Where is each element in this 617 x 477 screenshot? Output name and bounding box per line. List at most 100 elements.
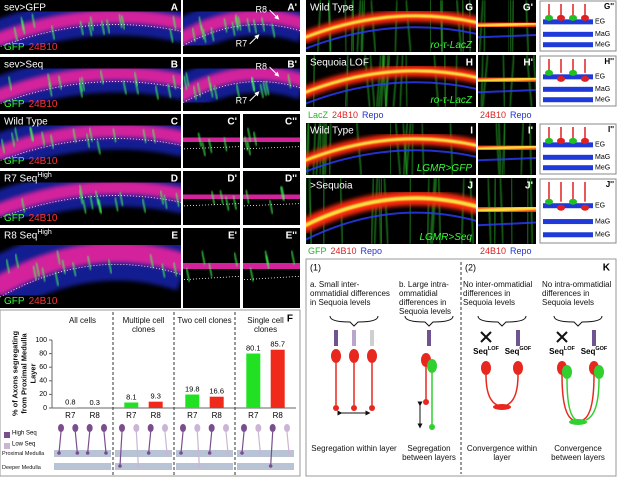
terminal: [369, 405, 375, 411]
panel-label: D': [227, 174, 237, 185]
micrograph: [306, 178, 476, 244]
genotype-sup: LOF: [564, 346, 576, 352]
legend-item: LGMR>GFP: [417, 163, 473, 174]
stain-caption: LacZ 24B10 Repo: [308, 110, 384, 120]
green-axon: [142, 128, 147, 144]
bar: [185, 394, 200, 408]
genotype: SeqLOF: [549, 346, 575, 356]
green-axon: [159, 190, 165, 205]
green-axon: [197, 132, 203, 147]
green-axon: [172, 262, 178, 277]
green-axon: [271, 23, 276, 38]
micrograph: [306, 123, 476, 175]
green-axon: [234, 14, 240, 29]
terminal: [240, 451, 244, 455]
green-axon: [96, 140, 101, 155]
green-axon: [72, 128, 77, 143]
magenta-stain: [183, 254, 240, 278]
glia-layer: [543, 74, 593, 80]
cell-body: [331, 349, 341, 363]
terminal: [268, 464, 273, 468]
annotation-arrow: [269, 9, 280, 20]
annotation: R7: [236, 38, 248, 48]
green-axon: [383, 178, 389, 244]
k-caption: Segregation within layer: [311, 444, 397, 453]
cell-body: [562, 365, 572, 379]
seq-level: [334, 330, 338, 346]
series-label: R7: [187, 411, 198, 420]
micrograph: [478, 178, 536, 244]
green-axon: [120, 15, 126, 30]
bar: [209, 396, 224, 408]
value-label: 8.1: [126, 392, 136, 401]
terminal: [287, 451, 291, 455]
proximal-band: [237, 450, 294, 457]
deeper-band: [237, 463, 294, 470]
green-axon: [14, 127, 19, 142]
panel-label: J: [467, 181, 473, 192]
glia-cell: [581, 204, 589, 211]
panel-legend: ro-τ-LacZ: [430, 40, 472, 51]
layer-dots: [0, 138, 181, 162]
schematic-label: I'': [608, 125, 614, 134]
green-axon: [122, 80, 127, 95]
panel-label: A': [287, 3, 297, 14]
y-axis-label: % of Axons segregating from Proximal Med…: [10, 330, 38, 417]
legend-item: 24B10: [29, 42, 58, 53]
blue-stain: [478, 34, 536, 39]
k-caption: Convergence between layers: [551, 444, 605, 462]
green-axon: [403, 123, 408, 175]
layer-dots: [0, 24, 181, 48]
green-axon: [89, 195, 94, 210]
green-axon: [219, 190, 224, 205]
green-axon: [443, 55, 447, 107]
value-label: 0.8: [65, 397, 75, 406]
axon: [286, 431, 290, 454]
green-axon: [175, 192, 180, 208]
green-axon: [392, 55, 399, 107]
axon: [561, 374, 574, 421]
green-axon: [252, 19, 258, 34]
green-axon: [405, 0, 412, 52]
genotype-sup: GOF: [595, 346, 608, 352]
micrograph: [0, 171, 181, 225]
glia-cell: [569, 198, 577, 205]
photoreceptor: [72, 424, 79, 432]
panel-label: B: [171, 60, 178, 71]
panel-legend: GFP 24B10: [4, 42, 58, 53]
glia-cell: [569, 69, 577, 76]
panel-title: Wild Type: [4, 117, 48, 128]
green-axon: [185, 267, 191, 282]
green-axon: [370, 178, 375, 244]
green-axon: [31, 13, 36, 28]
seq-level: [516, 330, 520, 346]
green-axon: [280, 186, 286, 201]
green-axon: [209, 83, 214, 98]
magenta-stain: [0, 180, 181, 217]
schematic-label: G'': [604, 2, 614, 11]
value-label: 16.6: [209, 387, 224, 396]
value-label: 9.3: [150, 392, 160, 401]
y-tick-label: 80: [39, 350, 47, 357]
panel-label: G': [523, 3, 533, 14]
brace: [477, 315, 527, 327]
part-label: (2): [465, 262, 476, 272]
green-axon: [308, 178, 313, 244]
terminal: [136, 464, 141, 468]
layer-label: EG: [595, 19, 605, 26]
panel-label: C': [227, 117, 237, 128]
green-axon: [246, 18, 251, 33]
axon: [257, 431, 261, 454]
annotation-arrow: [249, 91, 260, 102]
green-axon: [213, 85, 218, 100]
green-axon: [49, 134, 55, 149]
green-axon: [259, 83, 264, 99]
glia-cell: [545, 198, 553, 205]
green-axon: [243, 136, 249, 151]
glia-layer: [543, 31, 593, 37]
axon: [58, 431, 62, 454]
layer-dots: [0, 195, 181, 219]
layer-label: MaG: [595, 218, 610, 225]
terminal: [104, 451, 108, 455]
